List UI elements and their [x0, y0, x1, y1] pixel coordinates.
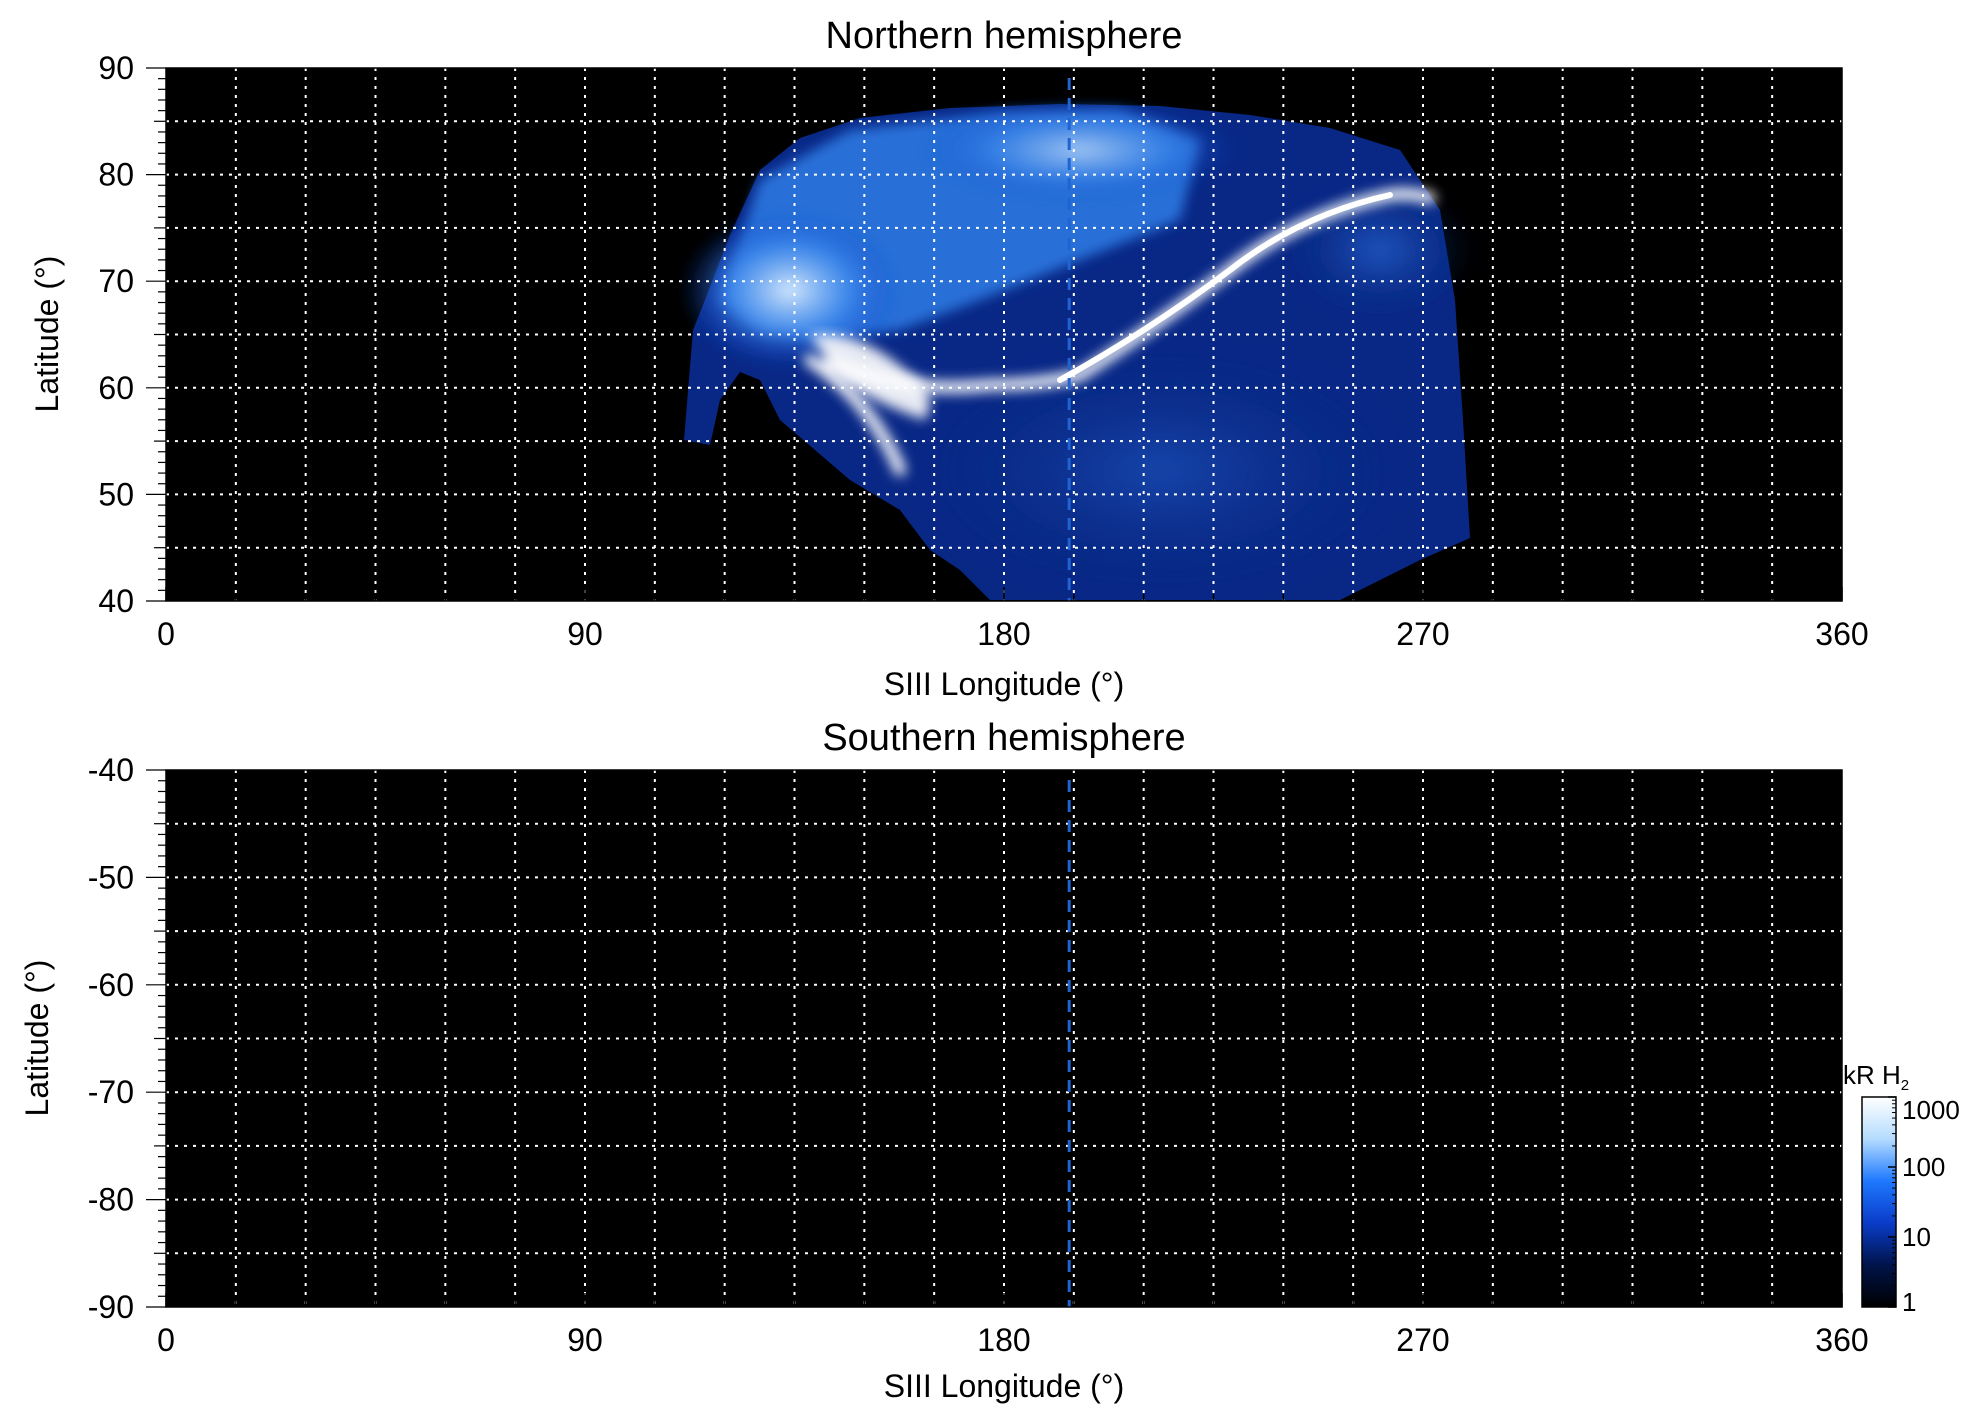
colorbar-label: kR H2	[1843, 1060, 1909, 1094]
south-xtick-label: 270	[1396, 1322, 1449, 1358]
panel-south: Southern hemisphere 0 90 180 270 360 -40 -50 -6…	[19, 717, 1869, 1404]
colorbar-tick-label: 100	[1902, 1152, 1945, 1182]
north-xtick-label: 270	[1396, 616, 1449, 652]
north-glow-right	[1290, 190, 1470, 310]
north-xtick-label: 0	[157, 616, 175, 652]
north-ytick-label: 40	[98, 583, 134, 619]
north-ylabel: Latitude (°)	[29, 256, 65, 413]
north-axes: 0 90 180 270 360 40 50 60 70 80 90	[98, 50, 1868, 652]
north-diffuse-lower	[920, 350, 1400, 590]
north-ytick-label: 80	[98, 157, 134, 193]
north-xtick-label: 360	[1815, 616, 1868, 652]
south-ytick-label: -90	[88, 1289, 134, 1325]
north-xlabel: SIII Longitude (°)	[884, 666, 1124, 702]
north-xtick-label: 90	[567, 616, 603, 652]
north-glow-left	[680, 210, 900, 370]
south-ytick-label: -60	[88, 967, 134, 1003]
colorbar-tick-label: 1	[1902, 1287, 1916, 1317]
panel-north: Northern hemisphere 0 90 180 270 360 40 50 60 70…	[29, 15, 1869, 702]
colorbar-tick-label: 1000	[1902, 1095, 1960, 1125]
south-xtick-label: 360	[1815, 1322, 1868, 1358]
north-xtick-label: 180	[977, 616, 1030, 652]
colorbar-ticks: 1 10 100 1000	[1888, 1095, 1960, 1317]
south-xlabel: SIII Longitude (°)	[884, 1368, 1124, 1404]
south-ylabel: Latitude (°)	[19, 960, 55, 1117]
south-xtick-label: 90	[567, 1322, 603, 1358]
south-ytick-label: -70	[88, 1074, 134, 1110]
south-ytick-label: -50	[88, 859, 134, 895]
colorbar-label-subscript: 2	[1901, 1077, 1909, 1094]
north-main-oval-core	[1057, 192, 1393, 383]
north-ytick-label: 60	[98, 370, 134, 406]
south-xtick-label: 0	[157, 1322, 175, 1358]
north-ytick-label: 90	[98, 50, 134, 86]
south-ytick-label: -40	[88, 752, 134, 788]
north-title: Northern hemisphere	[826, 15, 1183, 57]
south-title: Southern hemisphere	[822, 717, 1185, 759]
north-ytick-label: 70	[98, 263, 134, 299]
north-glow-top	[920, 100, 1240, 200]
south-grid	[166, 770, 1842, 1307]
colorbar-gradient	[1861, 1096, 1897, 1308]
south-axes: 0 90 180 270 360 -40 -50 -60 -70 -80 -90	[88, 752, 1869, 1358]
north-bright-patch	[810, 334, 930, 420]
colorbar: kR H2 1 10 100 1000	[1843, 1060, 1960, 1317]
south-xtick-label: 180	[977, 1322, 1030, 1358]
north-grid	[166, 68, 1842, 601]
north-ytick-label: 50	[98, 476, 134, 512]
colorbar-tick-label: 10	[1902, 1222, 1931, 1252]
south-ytick-label: -80	[88, 1182, 134, 1218]
